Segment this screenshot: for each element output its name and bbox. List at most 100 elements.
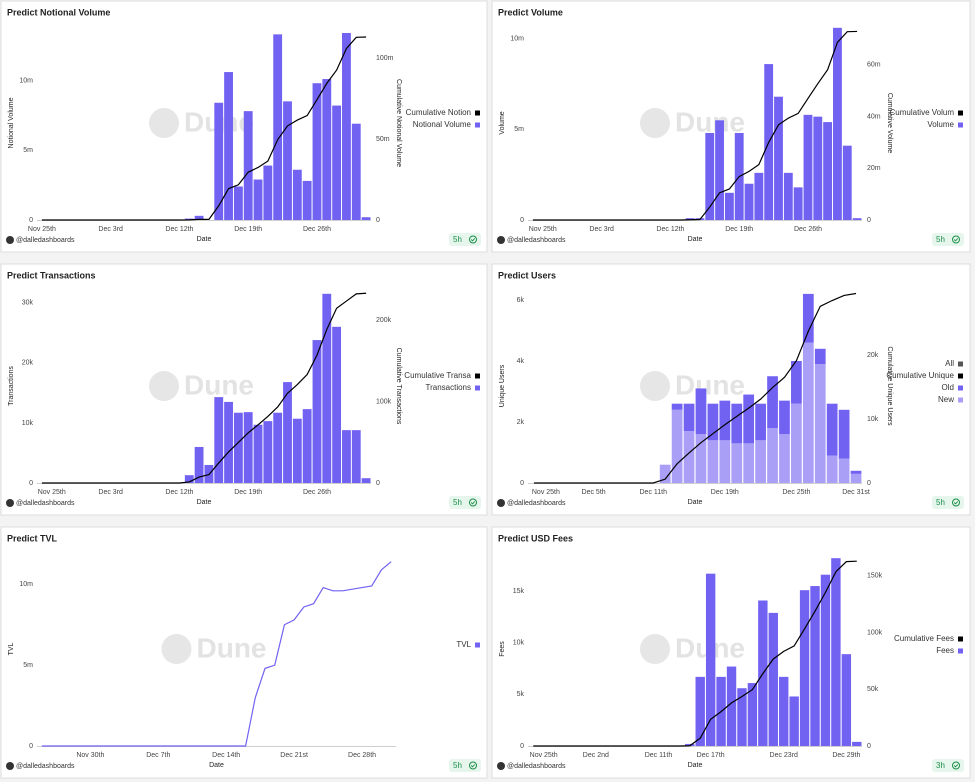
y2-tick-label: 100k [867, 629, 883, 636]
bar-segment [719, 440, 731, 483]
y2-tick-label: 0 [867, 743, 871, 750]
y-axis-title: Notional Volume [8, 97, 15, 148]
bar-segment [743, 394, 755, 444]
bar [799, 590, 810, 746]
bar [831, 558, 841, 746]
watermark-logo [640, 371, 670, 401]
x-tick-label: Dec 26th [303, 489, 331, 496]
x-tick-label: Nov 25th [28, 226, 56, 233]
y-tick-label: 0 [29, 480, 33, 487]
y-tick-label: 0 [520, 217, 524, 224]
bar [841, 654, 852, 746]
x-tick-label: Dec 3rd [589, 226, 614, 233]
bar [283, 101, 292, 220]
y-tick-label: 5m [23, 147, 33, 154]
y-tick-label: 2k [517, 419, 525, 426]
bar [184, 475, 194, 483]
y2-tick-label: 20m [867, 165, 881, 172]
legend-label: All [945, 359, 954, 368]
bar [361, 478, 371, 483]
bar [243, 412, 253, 483]
legend-swatch [475, 385, 480, 391]
chart-title: Predict Users [498, 270, 556, 280]
refresh-time: 5h [936, 498, 945, 507]
bar [747, 683, 758, 746]
author: @dalledashboards [16, 500, 75, 507]
bar [233, 186, 243, 220]
bar [273, 34, 283, 220]
y2-tick-label: 20k [867, 352, 879, 359]
legend-swatch [958, 397, 963, 403]
watermark-logo [640, 108, 670, 138]
x-tick-label: Dec 19th [234, 226, 262, 233]
bar [292, 418, 302, 483]
x-tick-label: Dec 23rd [770, 752, 799, 759]
refresh-check [470, 238, 476, 242]
y-axis-title: Fees [499, 641, 506, 657]
author-avatar [497, 762, 505, 770]
author-avatar [6, 236, 14, 244]
author-avatar [6, 762, 14, 770]
x-tick-label: Dec 12th [165, 226, 193, 233]
x-tick-label: Dec 12th [165, 489, 193, 496]
refresh-icon [469, 235, 477, 244]
legend-label: Cumulative Transa [404, 371, 471, 380]
y2-tick-label: 40m [867, 113, 881, 120]
bar [783, 172, 793, 220]
watermark-logo [149, 371, 179, 401]
refresh-time: 3h [936, 761, 945, 770]
bar [842, 145, 852, 220]
bar-segment [791, 403, 802, 483]
legend-swatch [958, 361, 963, 367]
author: @dalledashboards [16, 763, 75, 770]
panel-background [0, 526, 488, 779]
bar-segment [850, 470, 862, 474]
x-tick-label: Dec 11th [640, 489, 668, 496]
y-tick-label: 5m [514, 126, 524, 133]
y-tick-label: 0 [520, 480, 524, 487]
y-tick-label: 0 [29, 217, 33, 224]
bar [820, 574, 831, 746]
author: @dalledashboards [507, 763, 566, 770]
bar [292, 169, 302, 220]
y-axis-title: Transactions [8, 366, 15, 406]
refresh-icon [469, 498, 477, 507]
y-tick-label: 0 [520, 743, 524, 750]
y2-tick-label: 100m [376, 55, 394, 62]
bar [724, 192, 734, 220]
x-tick-label: Dec 7th [146, 752, 170, 759]
bar-segment [731, 443, 743, 483]
y-axis-title: Unique Users [499, 364, 506, 407]
bar-segment [755, 403, 766, 441]
bar [253, 179, 263, 220]
x-tick-label: Dec 2nd [583, 752, 609, 759]
bar-segment [659, 464, 671, 483]
bar-segment [767, 428, 778, 483]
bar [715, 120, 724, 220]
y2-tick-label: 60m [867, 62, 881, 69]
chart-title: Predict Volume [498, 7, 563, 17]
bar [754, 172, 764, 220]
x-tick-label: Dec 19th [711, 489, 739, 496]
y2-axis-title: Cumulative Notional Volume [395, 79, 402, 167]
legend-swatch [475, 110, 480, 116]
y2-tick-label: 150k [867, 573, 883, 580]
bar-segment [707, 403, 719, 441]
bar-segment [802, 342, 814, 483]
legend-swatch [958, 122, 963, 128]
chart-title: Predict TVL [7, 533, 58, 543]
watermark: Dune [184, 369, 254, 400]
refresh-icon [469, 761, 477, 770]
bar-segment [791, 360, 802, 404]
bar [322, 79, 332, 220]
watermark-logo [161, 634, 192, 664]
y-tick-label: 10m [510, 36, 524, 43]
x-tick-label: Nov 25th [38, 489, 66, 496]
bar [233, 412, 243, 483]
legend-label: Notional Volume [413, 120, 472, 129]
bar [194, 446, 204, 483]
chart-title: Predict USD Fees [498, 533, 573, 543]
bar-segment [767, 376, 778, 429]
y2-axis-title: Cumulative Transactions [395, 348, 402, 425]
y2-tick-label: 50k [867, 686, 879, 693]
